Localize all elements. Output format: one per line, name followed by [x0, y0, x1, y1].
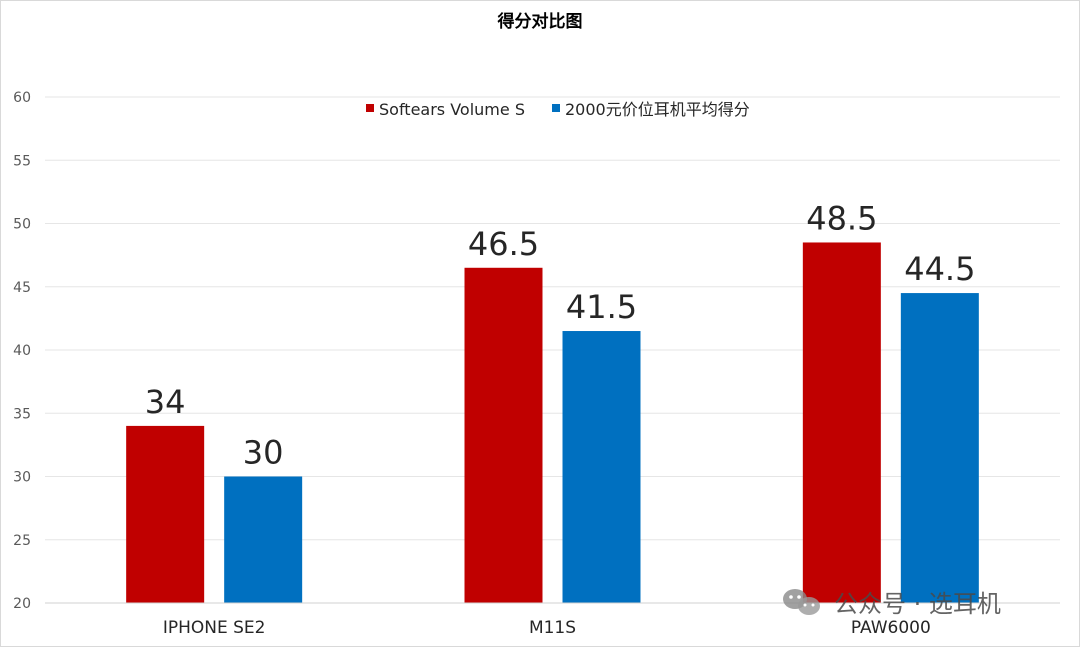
- x-axis-categories: IPHONE SE2 M11S PAW6000: [163, 618, 931, 638]
- legend-swatch: [366, 104, 374, 112]
- x-category-label: M11S: [529, 618, 576, 638]
- legend-label: Softears Volume S: [379, 100, 525, 119]
- y-tick-label: 50: [13, 217, 31, 233]
- y-tick-label: 55: [13, 153, 31, 169]
- watermark-text: 公众号 · 选耳机: [834, 590, 1001, 618]
- y-tick-label: 40: [13, 343, 31, 359]
- data-label: 44.5: [904, 250, 975, 288]
- data-label: 48.5: [806, 199, 877, 237]
- bar-series-2: [224, 476, 303, 603]
- bar-series-1: [464, 267, 543, 603]
- bar-series-1: [126, 425, 205, 603]
- y-tick-label: 25: [13, 533, 31, 549]
- data-labels: 34 30 46.5 41.5 48.5 44.5: [145, 199, 976, 471]
- data-label: 41.5: [566, 288, 637, 326]
- y-tick-label: 45: [13, 280, 31, 296]
- y-tick-label: 35: [13, 406, 31, 422]
- legend-swatch: [552, 104, 560, 112]
- data-label: 46.5: [468, 225, 539, 263]
- data-label: 30: [243, 434, 284, 472]
- x-category-label: IPHONE SE2: [163, 618, 266, 638]
- x-category-label: PAW6000: [851, 618, 931, 638]
- watermark: 公众号 · 选耳机: [783, 589, 1001, 618]
- chart-title: 得分对比图: [497, 11, 583, 32]
- grid-lines: [45, 96, 1060, 541]
- bar-series-2: [900, 293, 979, 603]
- legend-label: 2000元价位耳机平均得分: [565, 100, 750, 119]
- legend: Softears Volume S 2000元价位耳机平均得分: [366, 100, 750, 119]
- bars: [126, 242, 979, 603]
- y-tick-label: 30: [13, 470, 31, 486]
- y-axis-ticks: 20 25 30 35 40 45 50 55 60: [13, 90, 31, 612]
- y-tick-label: 60: [13, 90, 31, 106]
- bar-series-1: [802, 242, 881, 603]
- data-label: 34: [145, 383, 186, 421]
- wechat-icon: [783, 589, 820, 615]
- bar-series-2: [562, 331, 641, 603]
- y-tick-label: 20: [13, 596, 31, 612]
